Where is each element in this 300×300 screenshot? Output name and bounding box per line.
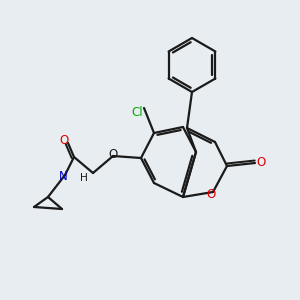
Text: H: H [80,173,88,183]
Text: O: O [108,148,118,160]
Text: N: N [58,169,68,182]
Text: O: O [59,134,69,148]
Text: O: O [206,188,216,200]
Text: O: O [256,157,266,169]
Text: Cl: Cl [131,106,143,118]
